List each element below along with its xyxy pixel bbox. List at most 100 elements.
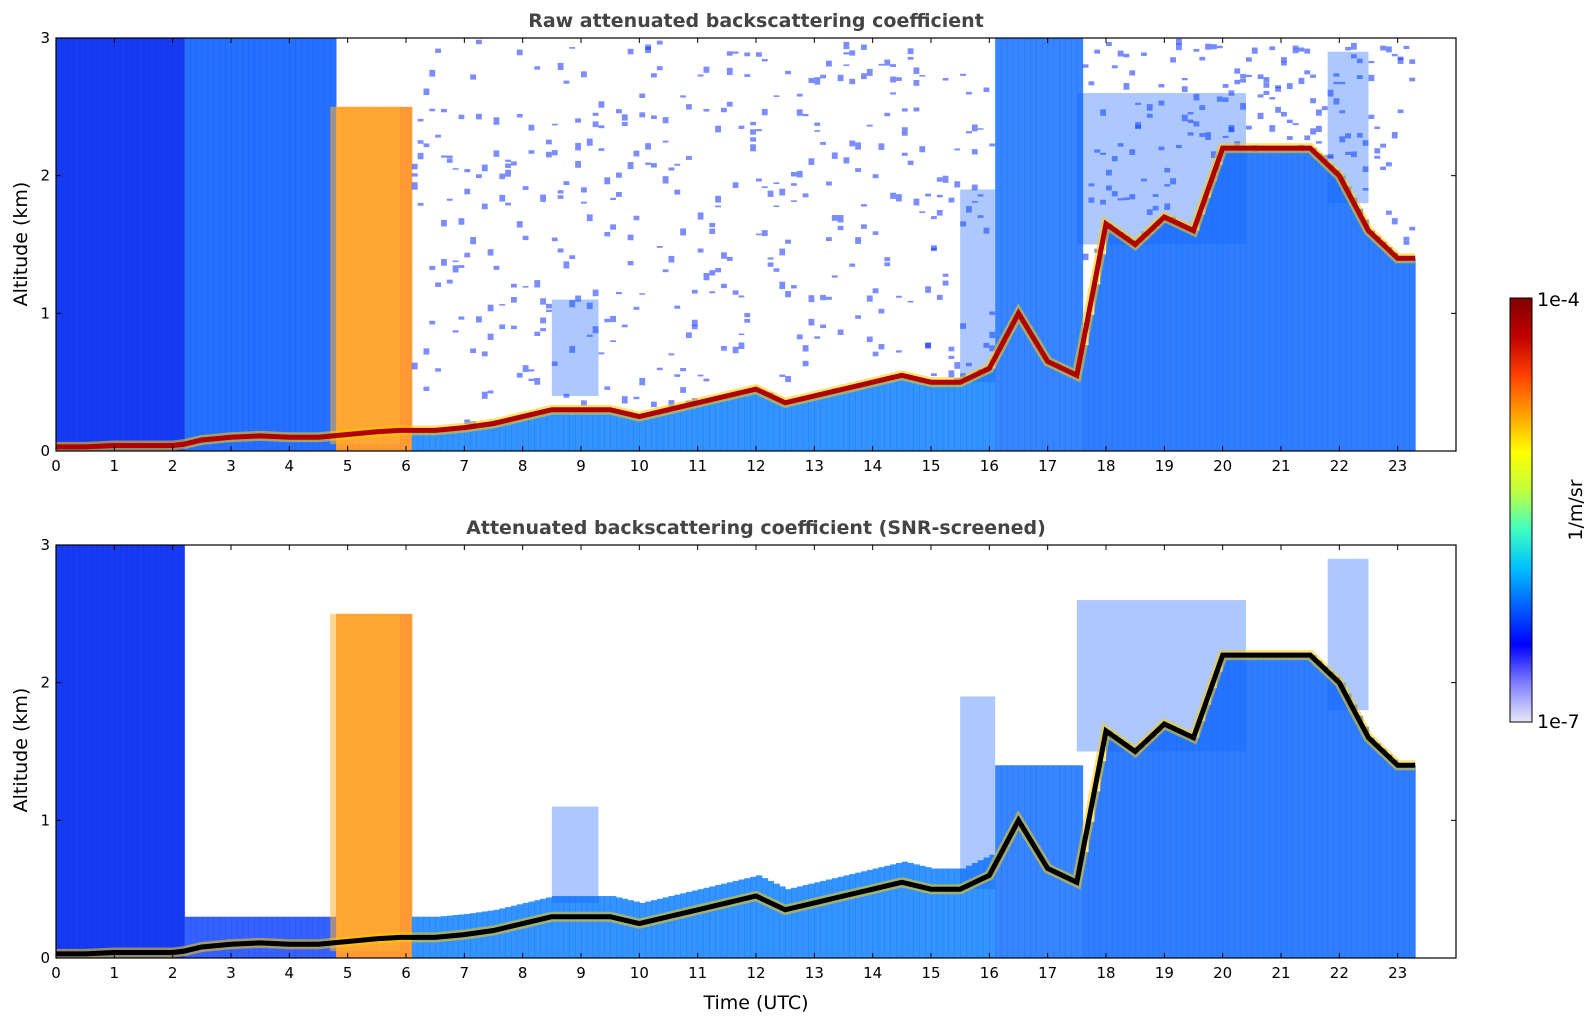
column <box>225 916 232 958</box>
column <box>1368 230 1375 451</box>
x-tick-label: 18 <box>1096 457 1115 475</box>
speckle <box>697 212 704 220</box>
speckle <box>878 344 885 350</box>
speckle <box>1094 49 1101 54</box>
speckle <box>423 386 430 391</box>
column <box>1030 38 1037 451</box>
speckle <box>1333 98 1340 105</box>
cloud-region <box>960 189 996 383</box>
column <box>1316 153 1323 451</box>
column <box>872 868 879 958</box>
column <box>1071 765 1078 958</box>
column <box>767 394 774 451</box>
speckle <box>470 74 476 80</box>
speckle <box>481 351 488 357</box>
column <box>481 425 489 451</box>
speckle <box>446 279 453 284</box>
speckle <box>487 390 494 394</box>
x-tick-label: 9 <box>576 457 586 475</box>
column <box>779 400 786 451</box>
column <box>691 404 699 451</box>
speckle <box>756 178 762 182</box>
speckle <box>849 140 856 147</box>
panel-raw-title: Raw attenuated backscattering coefficien… <box>528 10 984 32</box>
speckle <box>878 143 885 150</box>
column <box>1316 660 1323 958</box>
speckle <box>890 192 896 199</box>
speckle <box>633 306 640 310</box>
speckle <box>534 66 541 70</box>
colorbar-max-label: 1e-4 <box>1537 289 1580 311</box>
speckle <box>452 330 459 333</box>
column <box>289 916 296 958</box>
column <box>108 38 115 451</box>
speckle <box>773 95 780 97</box>
x-tick-label: 23 <box>1388 964 1407 982</box>
speckle <box>598 148 605 151</box>
speckle <box>452 265 459 273</box>
speckle <box>697 248 704 253</box>
column <box>592 896 599 958</box>
speckle <box>458 265 465 268</box>
column <box>1211 688 1218 958</box>
column <box>1100 761 1107 958</box>
speckle <box>1251 47 1258 54</box>
speckle <box>557 190 564 194</box>
speckle <box>1082 64 1089 68</box>
speckle <box>569 300 576 308</box>
column <box>277 916 284 958</box>
speckle <box>656 66 663 71</box>
speckle <box>861 44 867 50</box>
column <box>464 427 471 451</box>
speckle <box>1199 56 1206 61</box>
column <box>802 885 809 958</box>
speckle <box>779 281 786 290</box>
speckle <box>983 87 990 92</box>
column <box>761 391 769 451</box>
speckle <box>1106 169 1112 176</box>
speckle <box>1187 132 1194 136</box>
x-tick-label: 8 <box>518 457 528 475</box>
speckle <box>1146 113 1153 118</box>
x-tick-label: 10 <box>630 457 649 475</box>
column <box>1094 791 1101 958</box>
speckle <box>680 387 686 393</box>
panel-screened: Attenuated backscattering coefficient (S… <box>10 517 1457 1014</box>
speckle <box>1298 47 1305 52</box>
speckle <box>569 47 576 49</box>
column <box>120 545 127 958</box>
column <box>1286 655 1294 958</box>
speckle <box>1339 136 1346 143</box>
column <box>1030 765 1037 958</box>
column <box>1269 655 1276 958</box>
speckle <box>948 197 955 203</box>
speckle <box>592 289 599 297</box>
speckle <box>581 71 587 78</box>
speckle <box>1193 93 1200 101</box>
speckle <box>1181 114 1188 122</box>
speckle <box>511 283 517 288</box>
x-tick-label: 0 <box>51 457 61 475</box>
speckle <box>925 286 931 293</box>
speckle <box>1304 48 1311 54</box>
speckle <box>563 80 570 84</box>
column <box>1111 227 1119 451</box>
speckle <box>1356 58 1363 64</box>
column <box>896 863 903 958</box>
speckle <box>540 317 546 324</box>
column <box>108 545 115 958</box>
cloud-region <box>330 106 401 445</box>
speckle <box>411 182 418 190</box>
speckle <box>919 211 926 214</box>
column <box>441 429 448 451</box>
speckle <box>861 73 867 80</box>
speckle <box>481 164 488 172</box>
speckle <box>872 351 879 357</box>
speckle <box>1199 105 1206 111</box>
speckle <box>738 125 745 129</box>
speckle <box>831 152 838 159</box>
speckle <box>1345 133 1351 139</box>
column <box>837 390 844 451</box>
x-tick-label: 15 <box>921 457 940 475</box>
speckle <box>703 108 710 112</box>
